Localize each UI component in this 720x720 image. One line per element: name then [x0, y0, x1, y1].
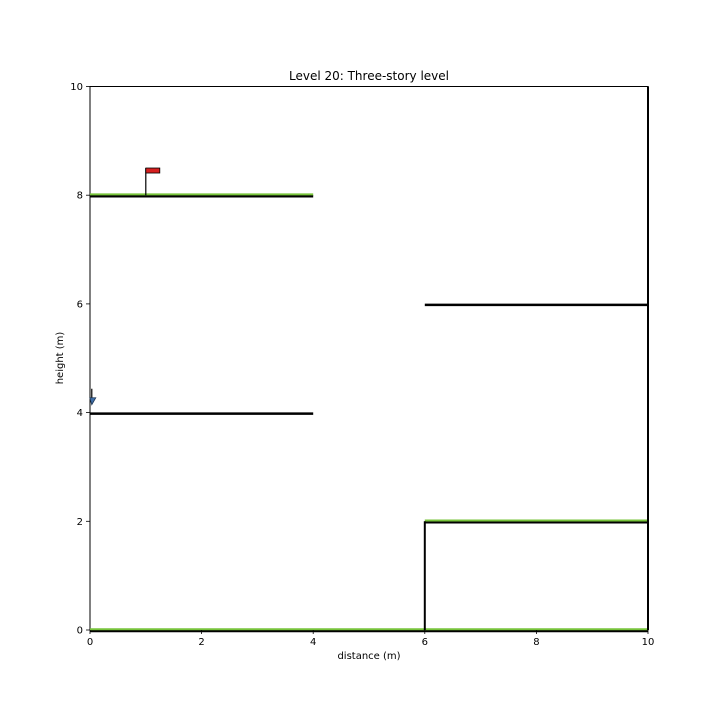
y-tick-label: 4 — [77, 408, 83, 419]
y-tick-label: 8 — [77, 191, 83, 202]
y-tick-label: 10 — [70, 82, 83, 93]
y-tick-label: 6 — [77, 299, 83, 310]
x-axis-label: distance (m) — [337, 651, 400, 662]
x-tick-label: 10 — [642, 637, 655, 648]
flag-icon — [145, 167, 161, 174]
y-tick-label: 0 — [77, 626, 83, 637]
player-marker — [89, 388, 97, 406]
plot-title: Level 20: Three-story level — [289, 69, 449, 83]
platform-right-step-platform — [424, 519, 648, 524]
x-axis-ticks: 0 2 4 6 8 10 — [87, 630, 655, 648]
platform-ground-floor — [90, 628, 648, 633]
x-tick-label: 8 — [533, 637, 539, 648]
platforms-layer — [90, 193, 648, 633]
x-tick-label: 2 — [198, 637, 204, 648]
platform-left-top-platform — [90, 193, 314, 198]
y-tick-label: 2 — [77, 517, 83, 528]
x-tick-label: 6 — [422, 637, 428, 648]
y-axis-label: height (m) — [55, 332, 66, 385]
y-axis-ticks: 0 2 4 6 8 10 — [70, 82, 90, 637]
walls-layer — [423, 86, 649, 630]
plot-area-frame — [89, 86, 649, 631]
goal-flag — [145, 167, 161, 196]
player-arrow-icon — [89, 397, 97, 406]
x-tick-label: 0 — [87, 637, 93, 648]
x-tick-label: 4 — [310, 637, 316, 648]
